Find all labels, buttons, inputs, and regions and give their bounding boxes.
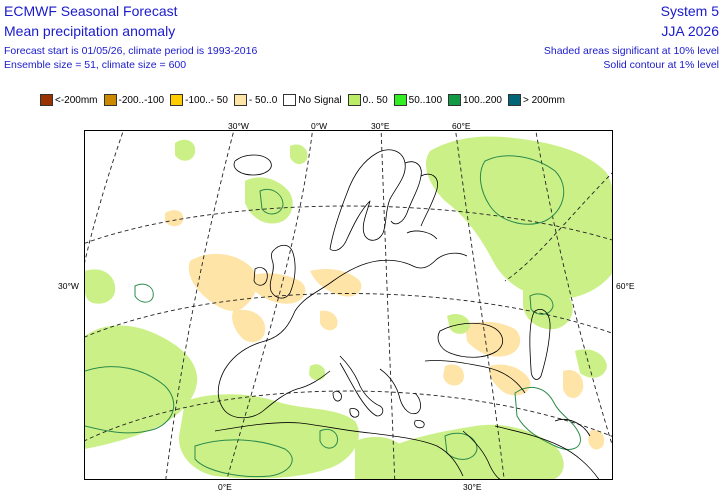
- lon-label-top-0: 0°W: [311, 121, 328, 131]
- legend-label: 0.. 50: [362, 94, 388, 106]
- lon-label-bottom-30e: 30°E: [463, 482, 482, 492]
- forecast-info: Forecast start is 01/05/26, climate peri…: [4, 45, 258, 57]
- anomaly-map: [85, 131, 612, 479]
- legend-swatch: [40, 94, 53, 106]
- negative-anomaly-shading: [165, 210, 605, 450]
- legend-label: > 200mm: [522, 94, 565, 106]
- lon-label-top-30e: 30°E: [371, 121, 390, 131]
- legend: <-200mm -200..-100 -100..- 50 - 50..0 No Sig…: [40, 93, 571, 107]
- significance-contours: [85, 155, 581, 478]
- significance-note: Shaded areas significant at 10% level: [543, 45, 719, 57]
- legend-swatch: [393, 94, 407, 106]
- legend-label: <-200mm: [55, 94, 98, 106]
- lon-label-right: 60°E: [616, 281, 635, 291]
- ensemble-info: Ensemble size = 51, climate size = 600: [4, 59, 187, 71]
- legend-swatch: [103, 94, 117, 106]
- legend-swatch: [170, 94, 184, 106]
- map-title: ECMWF Seasonal Forecast: [4, 3, 178, 19]
- contour-note: Solid contour at 1% level: [603, 59, 719, 71]
- legend-label: 100..200: [463, 94, 502, 106]
- legend-item: 100..200: [448, 94, 508, 106]
- legend-label: -200..-100: [118, 94, 165, 106]
- legend-swatch: [507, 94, 521, 106]
- season-label: JJA 2026: [661, 23, 719, 39]
- legend-swatch: [347, 94, 361, 106]
- lon-label-top-60e: 60°E: [452, 121, 471, 131]
- map-subtitle: Mean precipitation anomaly: [4, 23, 176, 39]
- legend-item: No Signal: [283, 94, 347, 106]
- system-label: System 5: [660, 3, 719, 19]
- legend-item: 0.. 50: [347, 94, 394, 106]
- map-area: [84, 130, 613, 480]
- lon-label-left: 30°W: [58, 281, 79, 291]
- legend-swatch: [448, 94, 462, 106]
- legend-label: No Signal: [298, 94, 342, 106]
- lon-label-top-30w: 30°W: [228, 121, 249, 131]
- coastlines: [214, 149, 600, 479]
- legend-item: 50..100: [393, 94, 448, 106]
- legend-item: -200..-100: [103, 94, 171, 106]
- lon-label-bottom-0: 0°E: [218, 482, 232, 492]
- legend-swatch: [283, 94, 297, 106]
- legend-item: <-200mm: [40, 94, 104, 106]
- legend-label: - 50..0: [248, 94, 278, 106]
- legend-item: -100..- 50: [170, 94, 234, 106]
- legend-label: -100..- 50: [185, 94, 228, 106]
- positive-anomaly-shading: [85, 136, 612, 479]
- legend-swatch: [233, 94, 247, 106]
- legend-item: > 200mm: [507, 94, 571, 106]
- legend-label: 50..100: [408, 94, 443, 106]
- legend-item: - 50..0: [233, 94, 283, 106]
